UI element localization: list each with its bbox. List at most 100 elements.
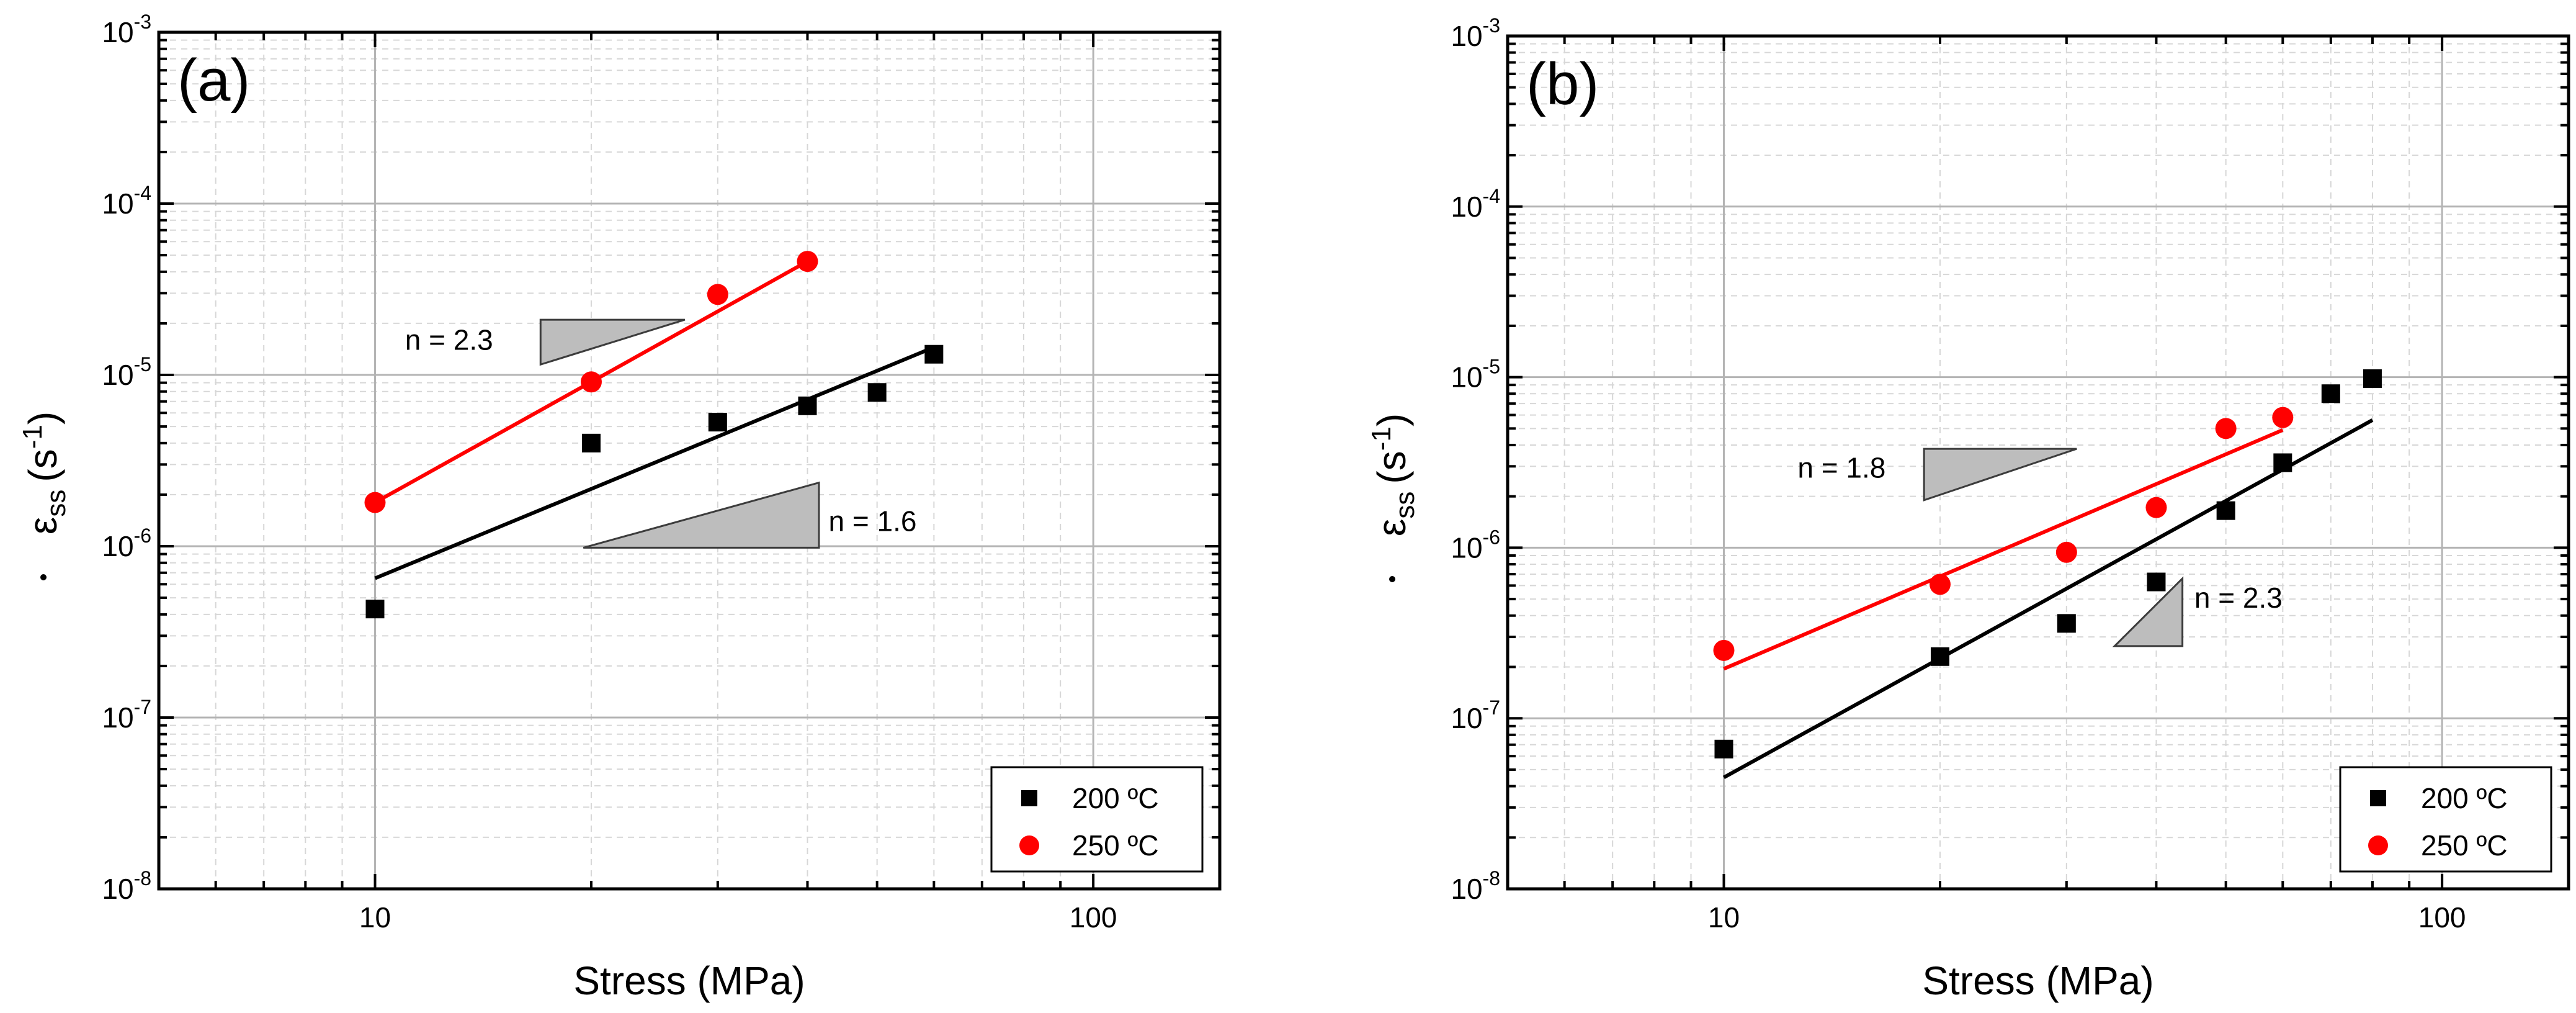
fit-line-200c: [1723, 418, 2374, 780]
y-axis-unit: (s: [1369, 451, 1414, 484]
data-point-250c: [707, 284, 728, 305]
slope-triangle: [583, 481, 820, 549]
data-point-250c: [797, 251, 818, 272]
fit-line-200c: [374, 345, 935, 580]
y-tick-exponent: -5: [1483, 356, 1500, 378]
y-tick-label: 10-3: [1451, 14, 1500, 52]
data-point-250c: [364, 492, 386, 513]
y-tick-label: 10-8: [1451, 867, 1500, 905]
data-point-200c: [2147, 572, 2166, 592]
data-point-200c: [867, 383, 887, 402]
x-axis-label: Stress (MPa): [573, 958, 805, 1003]
x-tick-label: 10: [1708, 901, 1740, 934]
y-tick-base: 10: [1451, 531, 1482, 564]
legend-marker-200c: [2370, 790, 2386, 806]
y-tick-base: 10: [1451, 873, 1482, 905]
x-tick-label: 100: [1070, 901, 1117, 934]
legend-label: 200 ºC: [1072, 782, 1159, 814]
y-tick-base: 10: [1451, 191, 1482, 223]
fit-line-250c: [1723, 428, 2284, 671]
y-tick-base: 10: [102, 16, 133, 48]
legend-label: 250 ºC: [1072, 829, 1159, 862]
slope-triangle: [2112, 576, 2184, 647]
data-point-200c: [2216, 501, 2235, 520]
slope-annotation: n = 2.3: [2194, 582, 2283, 614]
y-axis-unit-exponent: -1: [1366, 426, 1397, 451]
data-point-200c: [798, 396, 817, 415]
data-point-200c: [365, 600, 385, 619]
y-tick-base: 10: [1451, 702, 1482, 734]
data-point-200c: [2273, 453, 2292, 472]
y-axis-unit-exponent: -1: [17, 425, 48, 449]
y-tick-base: 10: [102, 359, 133, 391]
y-axis-label: εss (s-1): [1366, 413, 1420, 536]
panel-label: (b): [1526, 51, 1599, 117]
data-point-200c: [1714, 739, 1733, 759]
y-tick-base: 10: [102, 873, 133, 905]
slope-triangle: [1923, 448, 2077, 502]
data-point-200c: [708, 413, 727, 432]
y-tick-label: 10-3: [102, 11, 151, 48]
grid: [1507, 35, 2569, 890]
data-point-200c: [924, 344, 944, 364]
legend-marker-200c: [1021, 790, 1037, 806]
y-tick-exponent: -8: [134, 867, 151, 889]
y-axis-label: εss (s-1): [17, 412, 71, 534]
grid: [158, 31, 1220, 890]
y-tick-exponent: -7: [1483, 696, 1500, 719]
legend-marker-250c: [1019, 835, 1039, 855]
legend-marker-250c: [2368, 835, 2388, 855]
y-tick-base: 10: [1451, 20, 1482, 52]
y-tick-label: 10-4: [1451, 185, 1500, 223]
y-tick-label: 10-8: [102, 867, 151, 905]
y-axis-unit: (s: [20, 449, 65, 482]
y-tick-base: 10: [102, 530, 133, 562]
y-tick-exponent: -3: [1483, 14, 1500, 37]
data-point-200c: [2321, 384, 2340, 403]
y-tick-base: 10: [102, 701, 133, 734]
y-tick-label: 10-4: [102, 182, 151, 220]
slope-annotation: n = 1.8: [1797, 451, 1885, 484]
y-tick-exponent: -4: [1483, 185, 1500, 207]
y-tick-exponent: -6: [134, 525, 151, 547]
y-tick-label: 10-5: [1451, 356, 1500, 394]
plot-frame: [1506, 34, 2570, 891]
epsilon-dot-mark: [1389, 576, 1395, 582]
y-axis-subscript: ss: [1390, 492, 1420, 519]
epsilon-dot-mark: [40, 574, 47, 580]
data-point-250c: [2215, 418, 2237, 439]
y-tick-exponent: -8: [1483, 867, 1500, 889]
data-point-250c: [1713, 639, 1735, 661]
slope-triangle: [539, 318, 686, 366]
data-point-200c: [581, 433, 601, 452]
data-point-250c: [2055, 541, 2077, 563]
y-tick-base: 10: [102, 187, 133, 220]
plot-frame: [157, 30, 1222, 891]
y-tick-exponent: -4: [134, 182, 151, 204]
y-axis-symbol: ε: [20, 517, 65, 535]
y-tick-label: 10-5: [102, 353, 151, 391]
y-tick-exponent: -6: [1483, 526, 1500, 548]
data-point-200c: [2057, 614, 2076, 633]
legend-label: 200 ºC: [2421, 782, 2508, 814]
slope-annotation: n = 1.6: [828, 505, 916, 538]
y-axis-symbol: ε: [1369, 519, 1414, 537]
y-tick-label: 10-6: [102, 525, 151, 562]
y-tick-base: 10: [1451, 361, 1482, 394]
y-axis-subscript: ss: [41, 490, 71, 517]
panel-label: (a): [177, 47, 250, 114]
x-tick-label: 100: [2418, 901, 2466, 934]
x-axis-label: Stress (MPa): [1922, 958, 2153, 1003]
data-point-250c: [580, 371, 602, 393]
y-tick-label: 10-7: [1451, 696, 1500, 734]
y-tick-exponent: -7: [134, 696, 151, 718]
data-point-200c: [2363, 369, 2382, 389]
data-point-200c: [1930, 647, 1949, 666]
data-point-250c: [2145, 497, 2167, 518]
y-tick-label: 10-6: [1451, 526, 1500, 564]
legend-label: 250 ºC: [2421, 829, 2508, 862]
y-axis-unit-close: ): [1369, 413, 1414, 426]
